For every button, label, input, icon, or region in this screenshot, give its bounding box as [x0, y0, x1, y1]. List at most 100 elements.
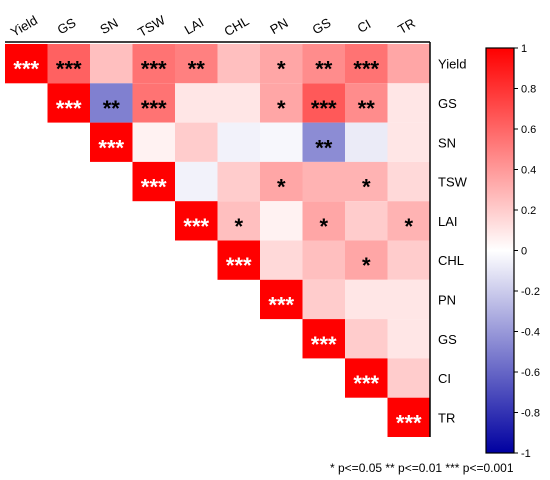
heatmap-cell [90, 83, 133, 123]
significance-mark: * [404, 214, 413, 239]
heatmap-cell [345, 319, 388, 359]
heatmap-cell [260, 279, 303, 320]
heatmap-cell [175, 122, 218, 162]
significance-mark: *** [396, 410, 422, 435]
significance-mark: * [362, 175, 371, 200]
heatmap-cell [345, 161, 388, 202]
row-labels: Yield GS SN TSW LAI CHL PN GS CI TR [438, 57, 468, 426]
significance-mark: * [277, 96, 286, 121]
significance-mark: *** [141, 96, 167, 121]
colorbar-tick-label: -1 [521, 448, 531, 460]
significance-mark: ** [358, 96, 376, 121]
row-label: Yield [438, 57, 466, 72]
row-label: SN [438, 135, 456, 150]
colorbar-tick-label: -0.8 [521, 408, 540, 420]
heatmap-cell [175, 161, 218, 202]
row-label: CHL [438, 253, 464, 268]
heatmap-cell [175, 83, 218, 123]
heatmap-cell [132, 161, 175, 202]
heatmap-cell [260, 201, 303, 241]
heatmap-cell [387, 122, 430, 162]
heatmap-cell [387, 279, 430, 320]
colorbar-tick-label: -0.2 [521, 286, 540, 298]
column-label: GS [310, 15, 334, 38]
heatmap-cell [387, 240, 430, 280]
heatmap-cell [345, 240, 388, 280]
heatmap-cell [345, 122, 388, 162]
heatmap-cell [260, 83, 303, 123]
significance-mark: ** [315, 135, 333, 160]
heatmap-cell [302, 240, 345, 280]
significance-mark: *** [56, 96, 82, 121]
heatmap-cell [387, 201, 430, 241]
significance-mark: *** [353, 57, 379, 82]
significance-mark: *** [56, 57, 82, 82]
heatmap-cell [302, 161, 345, 202]
heatmap-cell [302, 44, 345, 84]
heatmap-cell [217, 240, 260, 280]
significance-mark: * [319, 214, 328, 239]
significance-mark: *** [353, 371, 379, 396]
colorbar-tick-label: 0.8 [521, 84, 536, 96]
row-label: LAI [438, 214, 458, 229]
significance-mark: *** [141, 175, 167, 200]
heatmap-cell [387, 358, 430, 398]
significance-mark: ** [315, 57, 333, 82]
heatmap-cell [302, 319, 345, 359]
colorbar-gradient [485, 47, 515, 454]
heatmap-cells [5, 44, 430, 437]
heatmap-cell [132, 122, 175, 162]
colorbar-tick-label: -0.6 [521, 367, 540, 379]
significance-mark: *** [183, 214, 209, 239]
heatmap-cell [302, 201, 345, 241]
heatmap-cell [217, 83, 260, 123]
heatmap-cell [345, 201, 388, 241]
significance-mark: *** [98, 135, 124, 160]
column-label: TSW [135, 12, 168, 40]
column-label: SN [97, 15, 120, 37]
row-label: PN [438, 292, 456, 307]
significance-mark: *** [311, 332, 337, 357]
colorbar-tick-label: -0.4 [521, 327, 540, 339]
row-label: TR [438, 410, 455, 425]
column-label: TR [395, 15, 418, 37]
heatmap-cell [345, 358, 388, 398]
significance-mark: *** [226, 253, 252, 278]
colorbar-tick-label: 0.6 [521, 124, 536, 136]
significance-mark: ** [103, 96, 121, 121]
heatmap-cell [302, 83, 345, 123]
significance-mark: *** [311, 96, 337, 121]
significance-mark: *** [13, 57, 39, 82]
significance-mark: * [234, 214, 243, 239]
heatmap-cell [90, 44, 133, 84]
row-label: GS [438, 96, 457, 111]
colorbar-tick-label: 0.4 [521, 165, 536, 177]
heatmap-cell [387, 161, 430, 202]
column-label: GS [55, 15, 79, 38]
heatmap-cell [387, 83, 430, 123]
heatmap-cell [302, 122, 345, 162]
heatmap-cell [47, 44, 90, 84]
heatmap-cell [47, 83, 90, 123]
significance-mark: * [277, 57, 286, 82]
column-label: PN [267, 15, 290, 37]
heatmap-cell [217, 44, 260, 84]
heatmap-cell [5, 44, 48, 84]
heatmap-cell [260, 122, 303, 162]
colorbar-tick-label: 1 [521, 43, 527, 55]
row-label: CI [438, 371, 451, 386]
significance-legend: * p<=0.05 ** p<=0.01 *** p<=0.001 [330, 461, 514, 475]
heatmap-cell [260, 240, 303, 280]
heatmap-cell [345, 44, 388, 84]
colorbar-tick-label: 0.2 [521, 205, 536, 217]
column-label: Yield [8, 12, 40, 39]
column-labels: Yield GS SN TSW LAI CHL PN GS CI TR [8, 12, 418, 40]
heatmap-cell [260, 44, 303, 84]
heatmap-cell [175, 44, 218, 84]
significance-mark: * [277, 175, 286, 200]
heatmap-cell [260, 161, 303, 202]
significance-mark: ** [188, 57, 206, 82]
heatmap-cell [302, 279, 345, 320]
row-label: GS [438, 332, 457, 347]
heatmap-cell [217, 201, 260, 241]
